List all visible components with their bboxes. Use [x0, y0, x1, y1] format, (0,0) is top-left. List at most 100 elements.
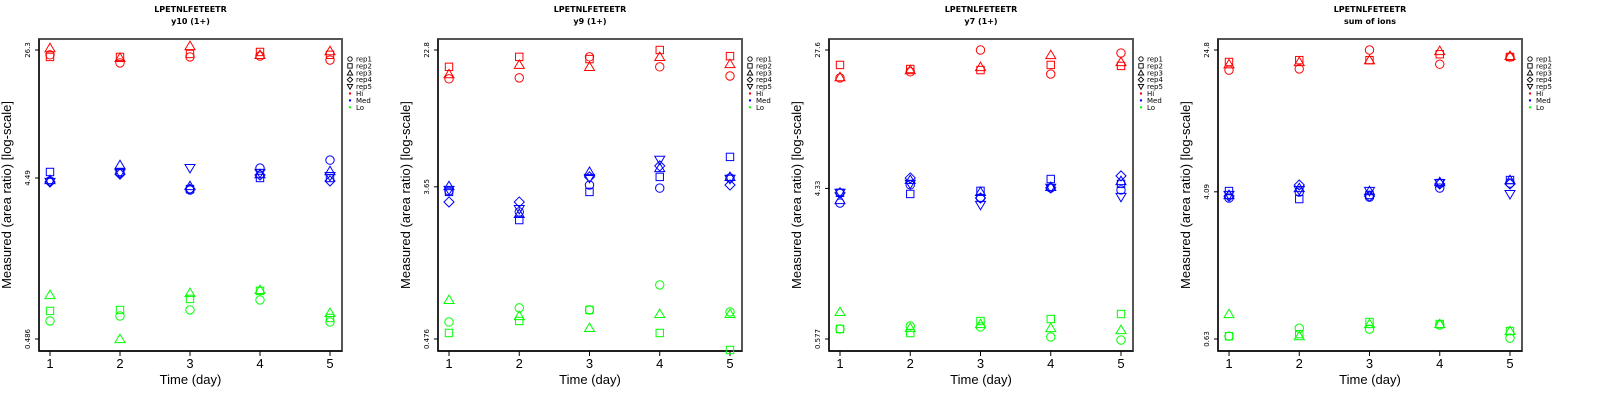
data-point-med-rep2	[655, 172, 664, 182]
data-point-med-rep1	[1435, 183, 1445, 193]
legend-diamond-icon	[346, 76, 354, 84]
legend-circle-icon	[747, 56, 753, 62]
data-point-hi-rep1	[1046, 69, 1056, 79]
data-point-hi-rep3	[513, 58, 526, 69]
data-point-hi-rep1	[835, 73, 845, 83]
data-point-hi-rep1	[325, 55, 335, 65]
data-point-lo-rep1	[905, 321, 915, 331]
legend-dot-icon	[348, 106, 352, 109]
data-point-lo-rep3	[1504, 325, 1516, 336]
data-point-lo-rep2	[1224, 331, 1234, 341]
panel-4: LPETNLFETEETR sum of ions 24.8 4.09 0.63 1 2 3 4…	[1178, 5, 1552, 387]
data-point-hi-rep1	[115, 58, 125, 68]
data-point-med-rep4	[1293, 179, 1305, 191]
data-point-hi-rep1	[975, 45, 986, 55]
data-point-hi-rep3	[583, 61, 596, 71]
data-point-med-rep3	[1223, 189, 1235, 200]
legend-label: rep5	[756, 83, 772, 91]
legend-square-icon	[347, 63, 353, 69]
legend-triangle-up-icon	[1526, 69, 1534, 76]
panel-2: LPETNLFETEETR y9 (1+) 22.8 3.65 0.476 1 2 3 4 5 Ti…	[398, 5, 772, 387]
legend-label: Hi	[1536, 90, 1543, 98]
legend-triangle-down-icon	[346, 83, 354, 91]
legend-label: rep1	[1536, 56, 1552, 64]
data-point-hi-rep3	[974, 61, 987, 72]
data-point-med-rep3	[513, 208, 526, 219]
legend-label: rep4	[356, 76, 372, 84]
data-point-lo-rep1	[1224, 331, 1234, 341]
legend-circle-icon	[1138, 56, 1144, 62]
legend-label: Med	[356, 97, 371, 105]
x-tick-label: 2	[516, 356, 523, 371]
x-tick-label: 5	[326, 356, 333, 371]
legend-label: rep2	[1536, 62, 1552, 70]
x-tick-label: 2	[1296, 356, 1303, 371]
legend-label: rep3	[1147, 69, 1163, 77]
x-tick-label: 2	[116, 356, 123, 371]
legend-triangle-up-icon	[1137, 69, 1145, 76]
data-point-lo-rep2	[906, 328, 915, 338]
data-point-med-rep3	[443, 180, 455, 191]
data-point-lo-rep2	[185, 294, 195, 304]
y-tick-label: 0.577	[814, 329, 822, 349]
data-point-hi-rep3	[443, 68, 455, 79]
legend-label: rep2	[756, 62, 772, 70]
legend-triangle-down-icon	[746, 83, 754, 91]
data-point-hi-rep3	[254, 49, 266, 59]
panel-subtitle: y9 (1+)	[573, 17, 606, 26]
data-point-med-rep3	[1115, 175, 1127, 186]
panel-subtitle: y10 (1+)	[171, 17, 210, 26]
data-point-lo-rep2	[655, 328, 664, 338]
data-point-hi-rep2	[976, 65, 985, 75]
data-point-med-rep3	[583, 166, 596, 176]
legend-square-icon	[1138, 63, 1144, 69]
x-tick-label: 3	[186, 356, 193, 371]
y-tick-label: 0.476	[423, 328, 431, 349]
panel-title: LPETNLFETEETR	[154, 5, 227, 14]
legend-label: rep3	[1536, 69, 1552, 77]
data-point-med-rep5	[653, 155, 666, 166]
data-point-hi-rep2	[45, 52, 55, 62]
data-point-hi-rep1	[1294, 64, 1304, 74]
legend-label: Hi	[756, 90, 763, 98]
x-tick-label: 2	[907, 356, 914, 371]
data-point-lo-rep3	[1044, 322, 1057, 333]
legend-dot-icon	[1139, 99, 1143, 102]
data-point-med-rep4	[184, 183, 196, 195]
data-point-med-rep5	[1115, 192, 1127, 203]
data-point-med-rep4	[1115, 170, 1127, 182]
x-tick-label: 1	[1225, 356, 1232, 371]
data-point-hi-rep1	[905, 67, 915, 77]
y-axis-label: Measured (area ratio) [log-scale]	[1178, 101, 1193, 289]
data-point-lo-rep1	[1046, 332, 1056, 342]
data-point-lo-rep2	[585, 305, 594, 315]
data-point-lo-rep3	[974, 318, 987, 329]
data-point-lo-rep2	[1046, 314, 1055, 324]
y-tick-label: 3.65	[423, 179, 431, 195]
legend-label: rep3	[756, 69, 772, 77]
data-point-lo-rep1	[185, 305, 195, 315]
data-point-lo-rep2	[115, 305, 125, 315]
legend-dot-icon	[1139, 92, 1143, 95]
y-tick-label: 4.09	[1203, 184, 1211, 200]
data-point-hi-rep3	[653, 51, 666, 61]
data-point-lo-rep2	[725, 345, 735, 355]
data-point-lo-rep3	[513, 310, 526, 321]
legend-diamond-icon	[1137, 76, 1145, 84]
data-point-hi-rep3	[724, 58, 736, 69]
data-point-lo-rep3	[1223, 308, 1235, 319]
data-point-lo-rep1	[655, 280, 665, 290]
plot-box	[437, 38, 743, 352]
legend-label: rep2	[356, 62, 372, 70]
data-point-med-rep5	[974, 200, 987, 211]
data-point-lo-rep3	[114, 333, 126, 344]
legend-dot-icon	[348, 92, 352, 95]
x-axis-label: Time (day)	[160, 372, 222, 387]
data-point-med-rep5	[583, 173, 596, 184]
data-point-hi-rep3	[834, 71, 846, 82]
y-tick-label: 0.486	[24, 328, 32, 349]
